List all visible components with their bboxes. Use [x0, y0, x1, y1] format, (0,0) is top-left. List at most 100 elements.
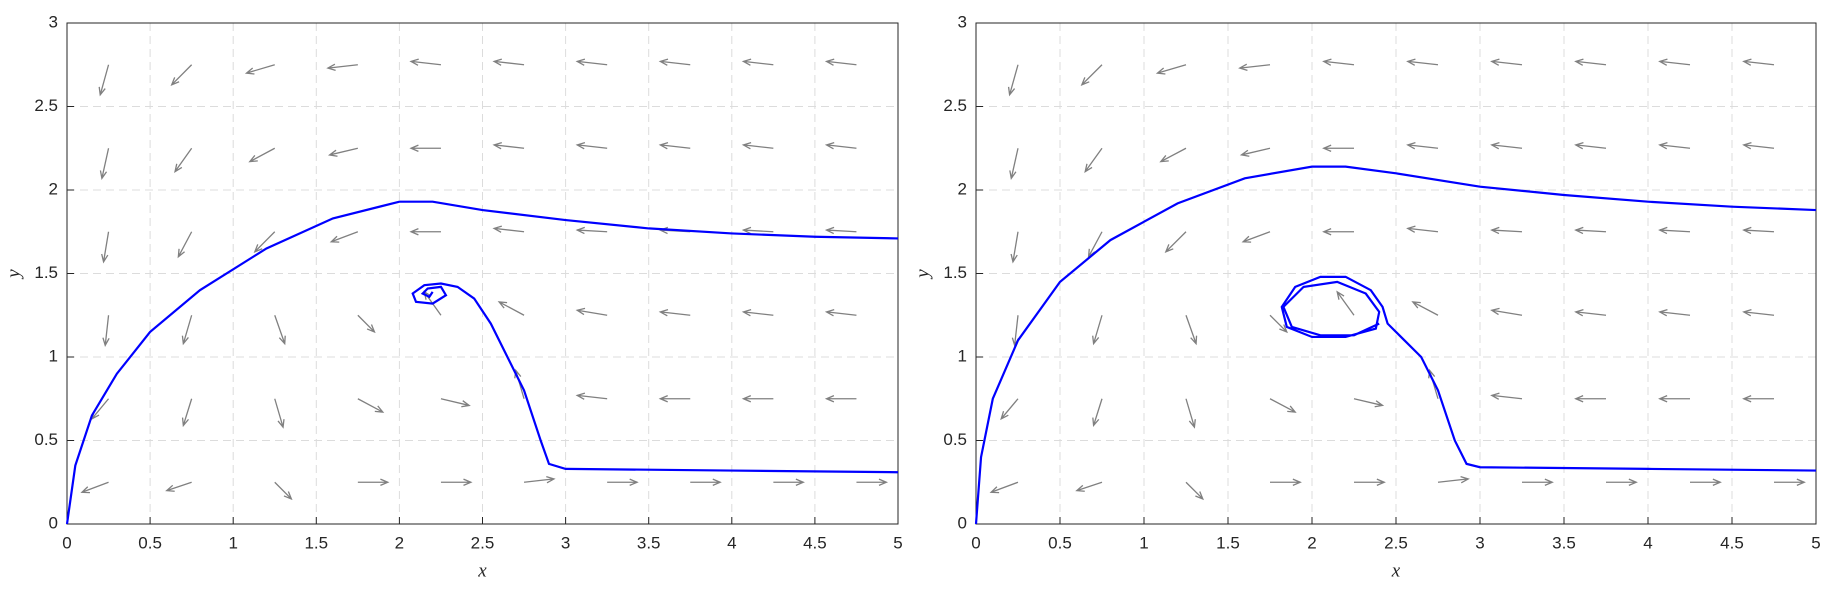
- vector-arrow: [658, 142, 691, 150]
- vector-arrow: [98, 64, 110, 97]
- vector-arrow: [181, 398, 193, 428]
- vector-arrow: [1658, 226, 1691, 235]
- vector-arrow: [1080, 64, 1103, 86]
- x-tick-label: 4: [727, 533, 736, 552]
- vector-arrow: [824, 142, 857, 150]
- y-tick-label: 2.5: [943, 96, 967, 115]
- x-axis-label: x: [1391, 560, 1401, 581]
- vector-arrow: [1322, 144, 1354, 152]
- vector-arrow: [1092, 315, 1103, 346]
- x-tick-label: 5: [893, 533, 902, 552]
- x-tick-label: 0: [62, 533, 71, 552]
- x-tick-label: 2: [395, 533, 404, 552]
- x-tick-label: 0: [971, 533, 980, 552]
- vector-arrow: [99, 148, 110, 180]
- vector-arrow: [329, 231, 359, 243]
- vector-arrow: [357, 314, 376, 334]
- vector-arrow: [409, 228, 441, 236]
- vector-arrow: [1574, 226, 1607, 235]
- x-tick-label: 5: [1811, 533, 1820, 552]
- vector-arrow: [181, 315, 193, 346]
- x-tick-label: 1.5: [304, 533, 328, 552]
- vector-arrow: [1084, 147, 1103, 173]
- vector-arrow: [1690, 478, 1722, 486]
- vector-arrow: [1322, 58, 1355, 66]
- vector-arrow: [102, 315, 110, 347]
- y-tick-label: 2.5: [34, 96, 58, 115]
- vector-arrow: [856, 478, 889, 486]
- trajectory: [974, 165, 1817, 525]
- vector-arrow: [1411, 301, 1439, 316]
- vector-arrow: [165, 481, 192, 492]
- vector-arrow: [1574, 395, 1606, 403]
- vector-arrow: [244, 64, 275, 75]
- y-tick-label: 1.5: [34, 263, 58, 282]
- vector-arrow: [1742, 395, 1774, 403]
- vector-arrow: [492, 142, 525, 150]
- x-tick-label: 0.5: [138, 533, 162, 552]
- vector-arrow: [1658, 58, 1691, 66]
- vector-arrow: [248, 147, 276, 163]
- vector-arrow: [357, 478, 390, 486]
- plot: 0 0.5 1 1.5 2 2.5 3 3.5 4 4.5 5 0 0.5 1 1.5 2 2.5 3 x y: [3, 12, 902, 581]
- x-tick-label: 1: [228, 533, 237, 552]
- vector-arrow: [1238, 63, 1271, 72]
- vector-arrow: [607, 478, 639, 486]
- vector-arrow: [1159, 147, 1187, 163]
- vector-arrow: [824, 226, 857, 235]
- axes-box: [66, 22, 899, 525]
- vector-arrow: [1269, 398, 1297, 413]
- vector-arrow: [174, 147, 193, 173]
- vector-arrow: [1336, 290, 1355, 316]
- vector-arrow: [575, 226, 608, 235]
- vector-arrow: [575, 142, 608, 150]
- vector-arrow: [274, 315, 286, 346]
- vector-arrow: [1437, 475, 1470, 484]
- vector-arrow: [1490, 58, 1523, 66]
- x-tick-label: 1.5: [1216, 533, 1240, 552]
- vector-arrow: [1270, 478, 1302, 486]
- vector-arrow: [658, 309, 691, 317]
- vector-arrow: [1000, 398, 1019, 421]
- y-tick-label: 3: [49, 12, 58, 31]
- y-tick-label: 0: [49, 513, 58, 532]
- vector-arrow: [658, 395, 691, 403]
- vector-arrow: [1522, 478, 1554, 486]
- y-tick-label: 0.5: [943, 430, 967, 449]
- vector-arrow: [170, 64, 193, 86]
- trajectory: [1280, 275, 1817, 472]
- vector-arrow: [1742, 226, 1775, 235]
- vector-arrow: [1164, 231, 1187, 253]
- vector-arrow: [1490, 392, 1523, 400]
- vector-arrow: [1658, 395, 1690, 403]
- x-tick-label: 2.5: [471, 533, 495, 552]
- vector-arrow: [409, 144, 441, 152]
- vector-arrow: [1239, 147, 1271, 157]
- vector-arrow: [575, 58, 608, 66]
- x-tick-label: 0.5: [1048, 533, 1072, 552]
- y-tick-label: 2: [958, 179, 967, 198]
- vector-arrow: [274, 398, 285, 429]
- vector-arrow: [1007, 64, 1019, 97]
- vector-arrow: [741, 309, 774, 317]
- vector-arrow: [690, 478, 722, 486]
- vector-arrow: [1742, 308, 1775, 317]
- x-tick-label: 4.5: [1720, 533, 1744, 552]
- x-tick-label: 3: [561, 533, 570, 552]
- y-axis-label: y: [3, 269, 24, 280]
- vector-arrow: [824, 395, 857, 403]
- vector-arrow: [440, 398, 471, 408]
- vector-arrow: [497, 301, 525, 316]
- vector-arrow: [1353, 398, 1385, 408]
- vector-arrow: [1490, 141, 1523, 150]
- vector-arrow: [1406, 225, 1439, 233]
- vector-arrow: [1185, 315, 1198, 346]
- vector-arrow: [1322, 228, 1354, 236]
- vector-arrow: [523, 476, 556, 484]
- x-tick-label: 3.5: [637, 533, 661, 552]
- vector-arrow: [1574, 308, 1607, 317]
- vector-arrow: [440, 478, 473, 486]
- vector-arrow: [1009, 148, 1019, 180]
